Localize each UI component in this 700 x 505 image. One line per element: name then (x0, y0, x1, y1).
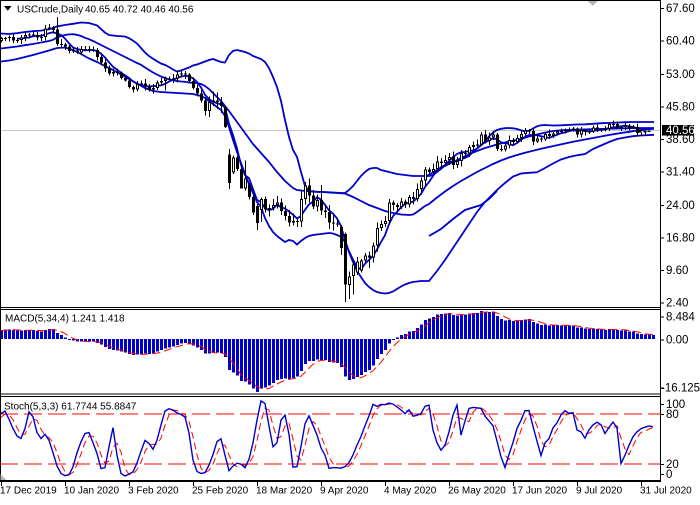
svg-text:MACD(5,34,4) 1.241 1.418: MACD(5,34,4) 1.241 1.418 (5, 314, 125, 325)
svg-text:0.00: 0.00 (666, 334, 688, 346)
svg-text:40.56: 40.56 (666, 125, 695, 137)
svg-text:8.484: 8.484 (666, 312, 695, 324)
svg-text:2.40: 2.40 (666, 297, 688, 309)
svg-text:4 May 2020: 4 May 2020 (384, 486, 437, 497)
svg-text:9 Jul 2020: 9 Jul 2020 (576, 486, 623, 497)
svg-text:18 Mar 2020: 18 Mar 2020 (256, 486, 313, 497)
svg-text:9 Apr 2020: 9 Apr 2020 (320, 486, 369, 497)
svg-text:60.40: 60.40 (666, 36, 695, 48)
svg-text:0: 0 (666, 469, 672, 481)
svg-text:-16.125: -16.125 (661, 383, 700, 395)
svg-text:31.40: 31.40 (666, 167, 695, 179)
svg-text:31 Jul 2020: 31 Jul 2020 (640, 486, 692, 497)
svg-text:10 Jan 2020: 10 Jan 2020 (64, 486, 119, 497)
svg-text:17 Dec 2019: 17 Dec 2019 (0, 486, 57, 497)
svg-text:9.60: 9.60 (666, 265, 688, 277)
svg-text:53.00: 53.00 (666, 69, 695, 81)
svg-text:17 Jun 2020: 17 Jun 2020 (512, 486, 567, 497)
svg-text:24.00: 24.00 (666, 200, 695, 212)
svg-text:USCrude,Daily: USCrude,Daily (17, 5, 83, 16)
svg-text:3 Feb 2020: 3 Feb 2020 (128, 486, 179, 497)
svg-text:16.80: 16.80 (666, 232, 695, 244)
svg-text:26 May 2020: 26 May 2020 (448, 486, 506, 497)
svg-text:Stoch(5,3,3) 61.7744 55.8847: Stoch(5,3,3) 61.7744 55.8847 (4, 402, 137, 413)
svg-text:67.60: 67.60 (666, 3, 695, 15)
svg-text:45.80: 45.80 (666, 102, 695, 114)
svg-text:25 Feb 2020: 25 Feb 2020 (192, 486, 249, 497)
svg-text:80: 80 (666, 409, 679, 421)
svg-text:40.65 40.72 40.46 40.56: 40.65 40.72 40.46 40.56 (85, 5, 194, 16)
